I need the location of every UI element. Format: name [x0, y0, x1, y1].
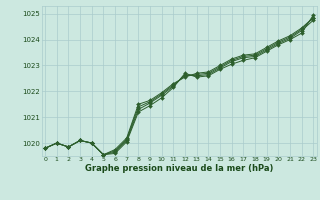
X-axis label: Graphe pression niveau de la mer (hPa): Graphe pression niveau de la mer (hPa)	[85, 164, 273, 173]
